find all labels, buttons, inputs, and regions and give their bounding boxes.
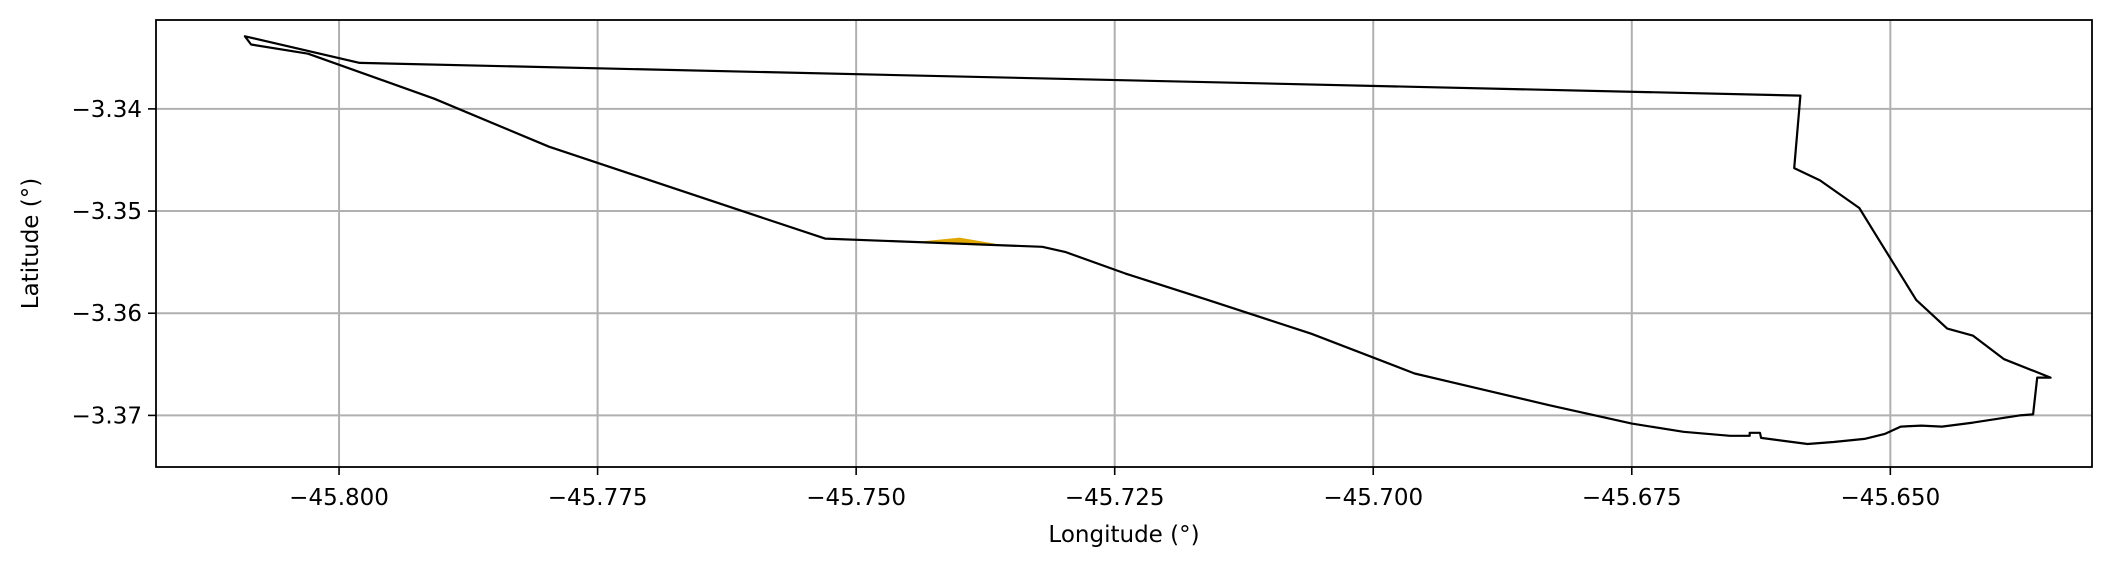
x-tick-label: −45.800 [289,485,389,511]
x-tick-label: −45.775 [548,485,648,511]
map-feature-polygon [918,237,1001,245]
boundary-polygon [243,35,2052,446]
x-tick-label: −45.650 [1840,485,1940,511]
gridlines [156,20,2092,467]
y-tick-label: −3.36 [72,301,142,327]
y-axis-label: Latitude (°) [18,178,44,309]
map-features [918,237,1001,245]
x-axis-ticks: −45.800 −45.775 −45.750 −45.725 −45.700 −45.6… [289,467,1940,511]
x-tick-label: −45.700 [1323,485,1423,511]
y-tick-label: −3.34 [72,97,142,123]
map-boundary [243,35,2052,446]
x-tick-label: −45.750 [806,485,906,511]
y-axis-ticks: −3.34 −3.35 −3.36 −3.37 [72,97,156,429]
plot-frame [155,19,2093,468]
y-tick-label: −3.37 [72,403,142,429]
x-tick-label: −45.675 [1582,485,1682,511]
x-tick-label: −45.725 [1065,485,1165,511]
x-axis-label: Longitude (°) [1048,522,1199,548]
y-tick-label: −3.35 [72,199,142,225]
